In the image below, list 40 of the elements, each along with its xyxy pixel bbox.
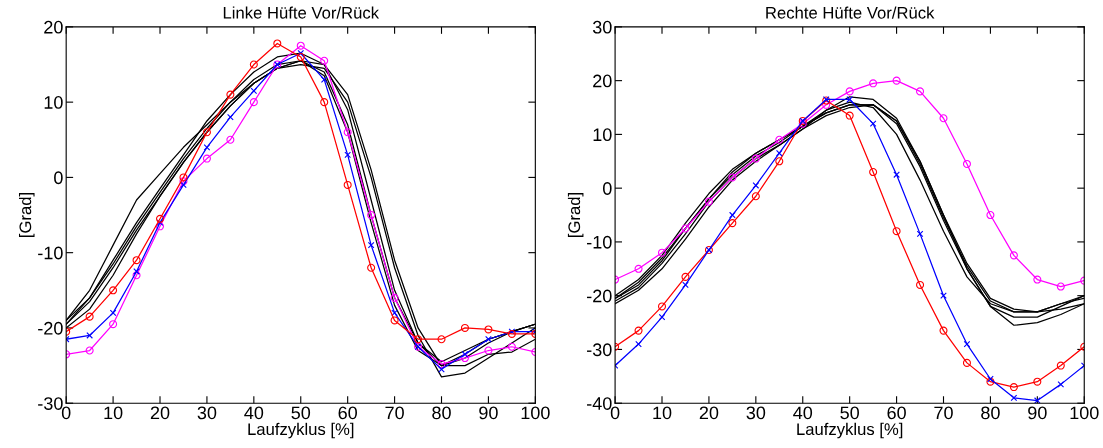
y-tick-label: -20 bbox=[38, 321, 63, 335]
x-tick-label: 10 bbox=[104, 406, 123, 420]
y-tick-label: 0 bbox=[54, 171, 63, 185]
x-axis-title: Laufzyklus [%] bbox=[797, 422, 903, 439]
y-tick-label: -30 bbox=[38, 397, 63, 410]
y-tick-label: -20 bbox=[587, 289, 612, 303]
x-tick-label: 20 bbox=[699, 406, 719, 420]
y-tick-label: -30 bbox=[587, 343, 612, 357]
y-axis-title: [Grad] bbox=[567, 193, 584, 238]
x-tick-label: 20 bbox=[150, 406, 170, 420]
x-tick-label: 80 bbox=[981, 406, 1000, 420]
x-tick-label: 50 bbox=[291, 406, 311, 420]
y-tick-label: 20 bbox=[44, 20, 63, 34]
x-tick-label: 80 bbox=[432, 406, 451, 420]
x-tick-label: 30 bbox=[746, 406, 766, 420]
x-tick-label: 100 bbox=[1070, 406, 1099, 420]
x-tick-label: 60 bbox=[338, 406, 358, 420]
x-tick-label: 40 bbox=[793, 406, 813, 420]
x-tick-label: 50 bbox=[840, 406, 860, 420]
x-tick-label: 70 bbox=[385, 406, 404, 420]
y-tick-label: 30 bbox=[592, 20, 612, 34]
x-tick-label: 30 bbox=[197, 406, 217, 420]
y-tick-label: 10 bbox=[593, 128, 612, 142]
y-tick-label: -10 bbox=[587, 235, 612, 249]
y-tick-label: -10 bbox=[38, 246, 63, 260]
y-tick-label: 10 bbox=[44, 96, 63, 109]
y-axis-title: [Grad] bbox=[18, 193, 35, 238]
y-tick-label: 20 bbox=[593, 74, 612, 88]
x-tick-label: 100 bbox=[521, 406, 550, 420]
y-tick-label: 0 bbox=[602, 182, 612, 195]
chart-title: Linke Hüfte Vor/Rück bbox=[223, 6, 380, 19]
x-tick-label: 70 bbox=[934, 406, 953, 420]
chart-title: Rechte Hüfte Vor/Rück bbox=[766, 6, 935, 19]
x-axis-title: Laufzyklus [%] bbox=[248, 422, 354, 439]
x-tick-label: 40 bbox=[244, 406, 264, 420]
x-tick-label: 10 bbox=[653, 406, 672, 420]
x-tick-label: 60 bbox=[887, 406, 906, 420]
x-tick-label: 90 bbox=[1028, 406, 1047, 420]
x-tick-label: 90 bbox=[479, 406, 498, 420]
y-tick-label: -40 bbox=[587, 397, 612, 410]
